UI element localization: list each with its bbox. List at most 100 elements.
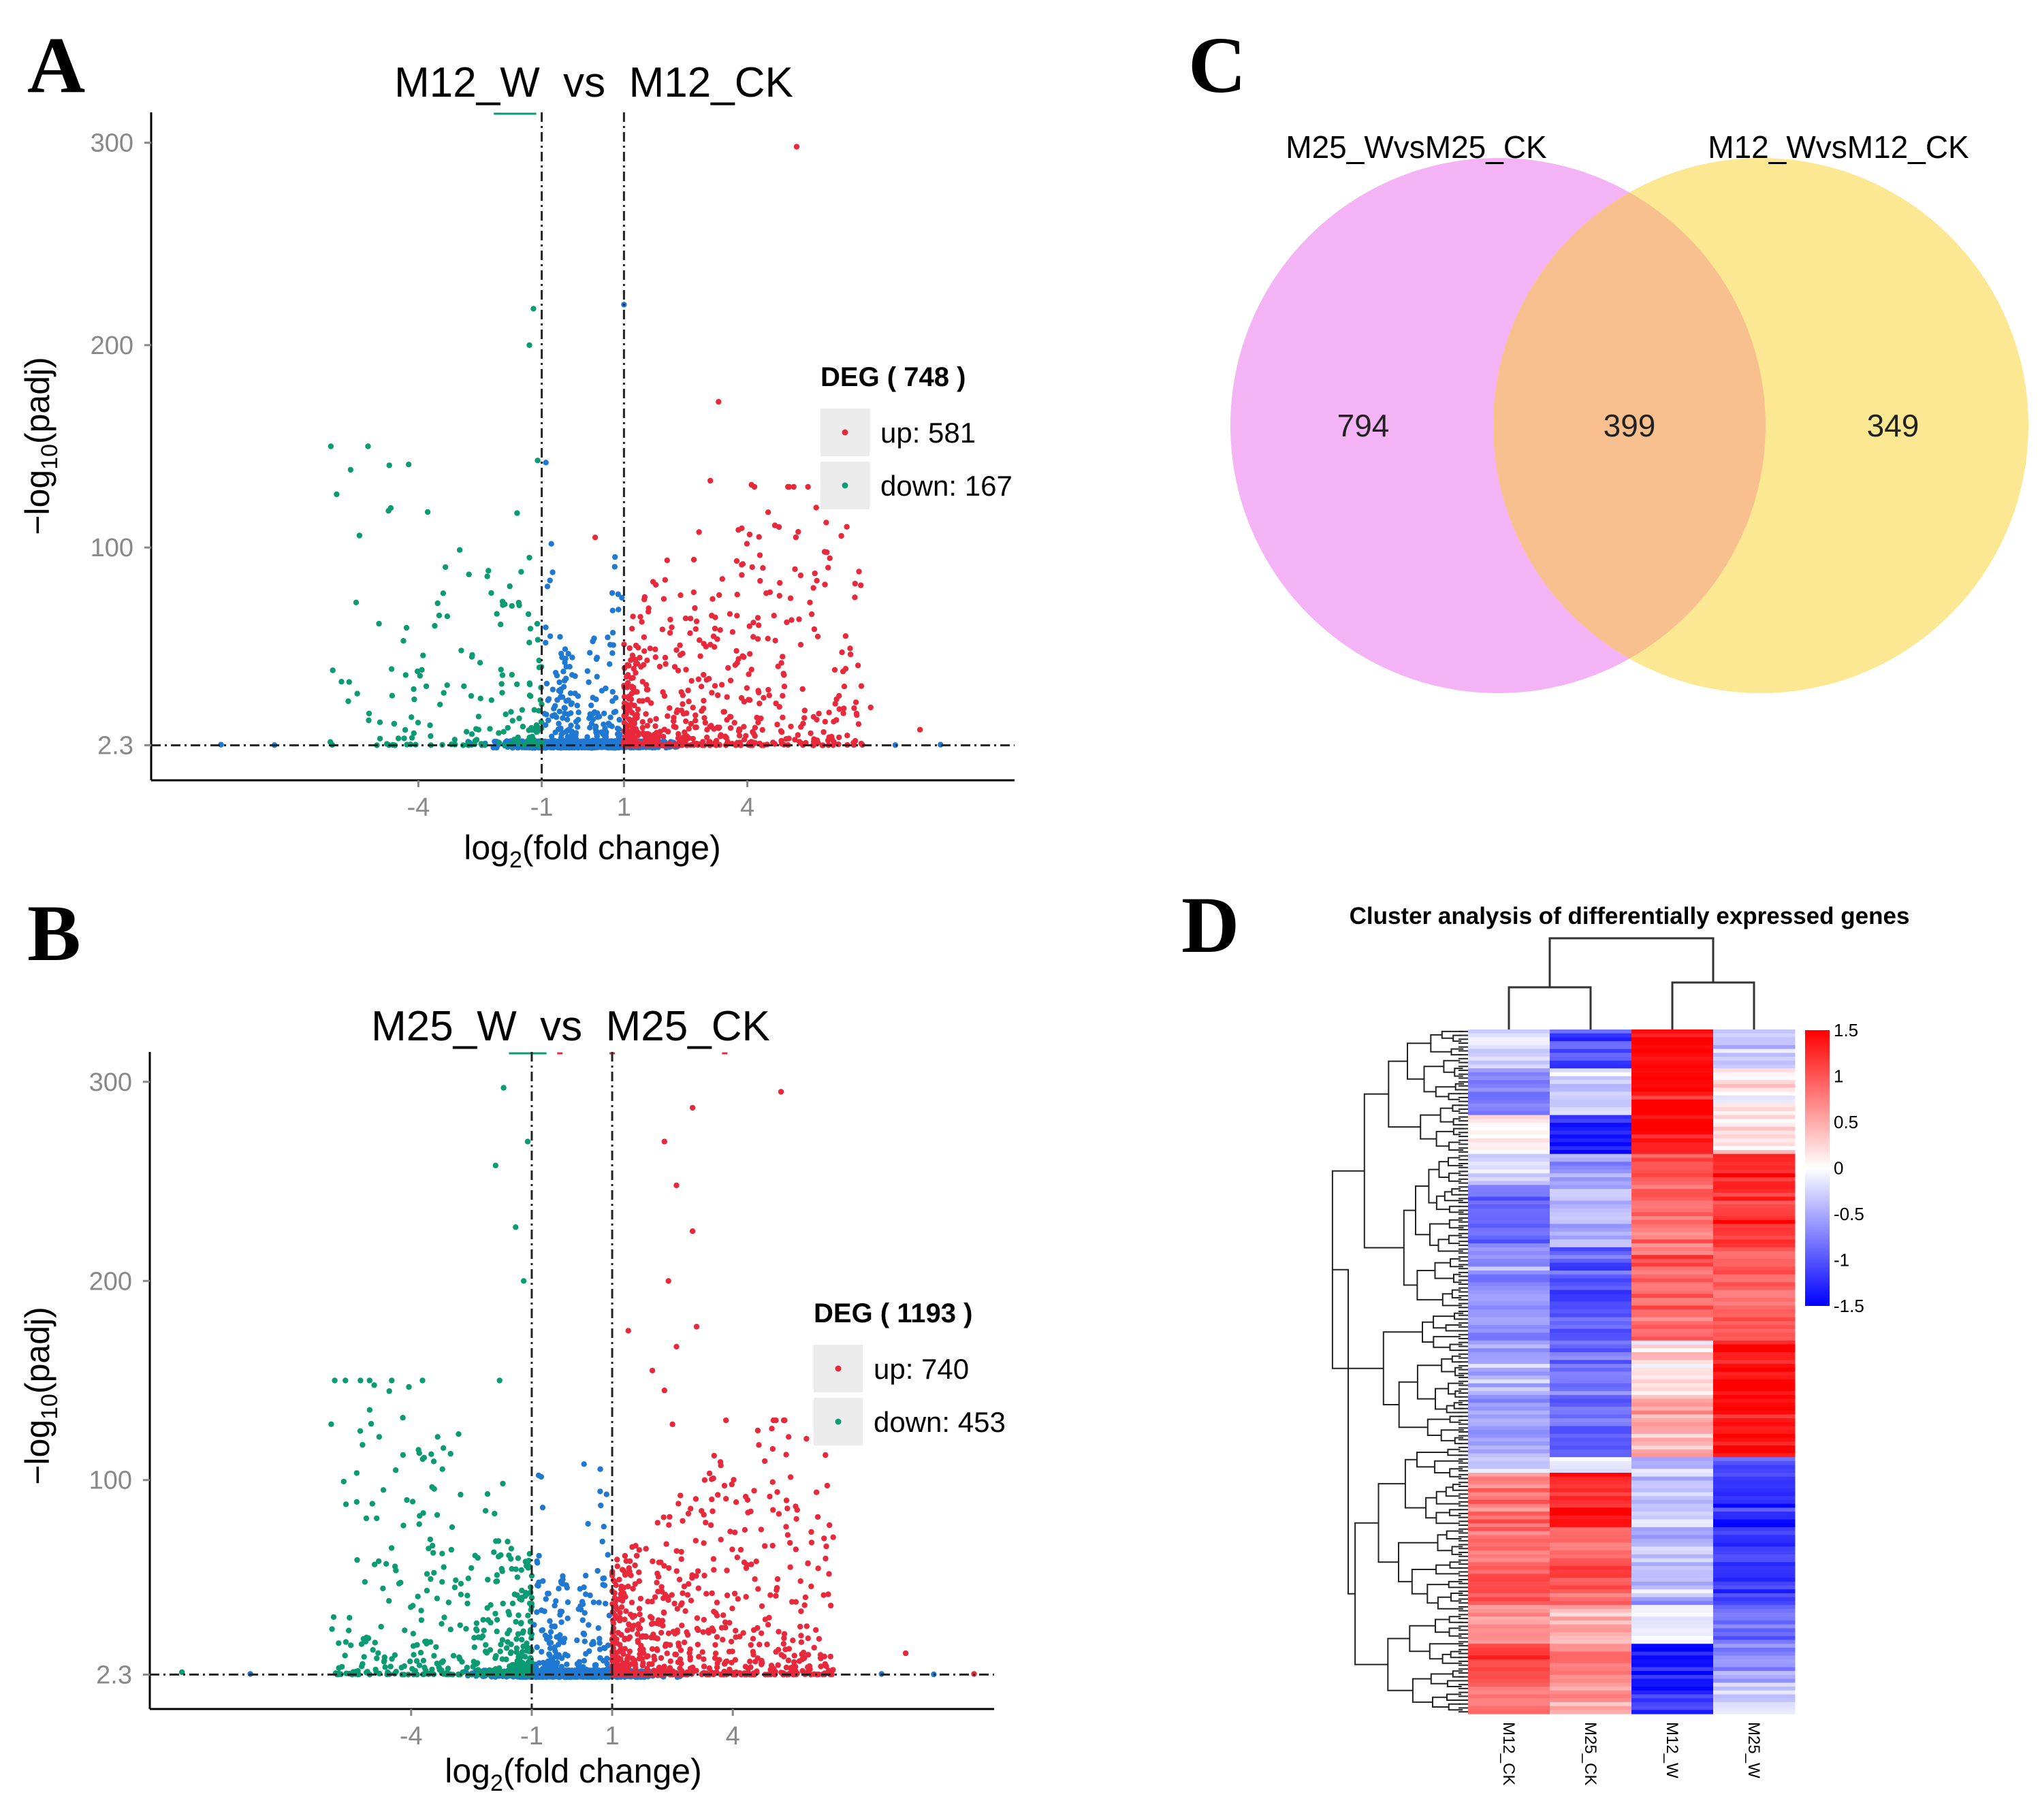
data-point bbox=[814, 717, 819, 722]
data-point bbox=[491, 1550, 496, 1555]
data-point bbox=[788, 617, 794, 622]
data-point bbox=[383, 1561, 389, 1567]
data-point bbox=[372, 1640, 378, 1645]
data-point bbox=[601, 1576, 607, 1581]
data-point bbox=[680, 701, 685, 707]
data-point bbox=[429, 1667, 434, 1672]
data-point bbox=[793, 534, 799, 540]
data-point bbox=[474, 1621, 479, 1626]
data-point bbox=[724, 695, 730, 700]
data-point bbox=[635, 1631, 640, 1637]
data-point bbox=[604, 1492, 609, 1497]
data-point bbox=[594, 655, 600, 660]
data-point bbox=[559, 1655, 564, 1661]
data-point bbox=[719, 682, 724, 688]
data-point bbox=[712, 1642, 718, 1648]
data-point bbox=[524, 1644, 529, 1649]
data-point bbox=[452, 1584, 458, 1590]
data-point bbox=[550, 687, 556, 692]
y-axis-label-main: −log bbox=[18, 470, 57, 535]
data-point bbox=[790, 1638, 795, 1643]
data-point bbox=[799, 1640, 804, 1645]
data-point bbox=[619, 1584, 624, 1589]
data-point bbox=[759, 1527, 764, 1532]
data-point bbox=[520, 724, 526, 729]
data-point bbox=[615, 1563, 620, 1569]
data-point bbox=[586, 1648, 592, 1654]
data-point bbox=[839, 650, 844, 655]
data-point bbox=[334, 492, 339, 497]
data-point bbox=[838, 533, 844, 539]
data-point bbox=[338, 679, 344, 684]
data-point bbox=[859, 683, 864, 688]
data-point bbox=[814, 1490, 819, 1495]
data-point bbox=[401, 735, 407, 741]
data-point bbox=[406, 462, 411, 467]
data-point bbox=[666, 1631, 671, 1636]
data-point bbox=[628, 657, 633, 662]
data-point bbox=[353, 600, 359, 605]
data-point bbox=[446, 1599, 451, 1605]
data-point bbox=[547, 577, 553, 583]
data-point bbox=[445, 682, 450, 688]
data-point bbox=[669, 624, 674, 630]
data-point bbox=[452, 737, 458, 742]
x-tick-label: -1 bbox=[530, 793, 554, 822]
data-point bbox=[629, 691, 635, 697]
data-point bbox=[448, 1451, 453, 1456]
data-point bbox=[660, 626, 665, 632]
data-point bbox=[646, 605, 651, 611]
data-point bbox=[755, 720, 761, 725]
data-point bbox=[429, 1484, 434, 1490]
data-point bbox=[616, 717, 622, 722]
data-point bbox=[855, 662, 861, 668]
data-point bbox=[694, 618, 699, 624]
y-tick-label: 300 bbox=[89, 1068, 132, 1097]
data-point bbox=[836, 735, 842, 740]
data-point bbox=[805, 1561, 810, 1566]
data-point bbox=[519, 1567, 524, 1573]
y-tick-label: 200 bbox=[91, 332, 133, 360]
data-point bbox=[640, 725, 646, 731]
data-point bbox=[374, 1516, 379, 1521]
data-point bbox=[597, 1488, 603, 1494]
data-point bbox=[695, 1642, 701, 1647]
data-point bbox=[632, 1563, 637, 1568]
data-point bbox=[743, 733, 748, 739]
data-point bbox=[856, 569, 861, 574]
data-point bbox=[471, 1659, 477, 1664]
data-point bbox=[464, 1665, 470, 1670]
data-point bbox=[357, 532, 362, 538]
data-point bbox=[494, 1572, 500, 1578]
data-point bbox=[601, 1524, 607, 1529]
data-point bbox=[586, 1622, 591, 1627]
data-point bbox=[449, 1524, 455, 1530]
data-point bbox=[814, 505, 819, 510]
data-point bbox=[757, 578, 763, 584]
data-point bbox=[683, 667, 688, 672]
data-point bbox=[536, 1473, 541, 1478]
data-point bbox=[445, 1665, 451, 1671]
data-point bbox=[433, 1644, 439, 1650]
data-point bbox=[505, 1539, 510, 1544]
data-point bbox=[403, 672, 409, 677]
data-point bbox=[511, 1662, 517, 1667]
data-point bbox=[637, 698, 642, 703]
data-point bbox=[415, 720, 421, 725]
data-point bbox=[494, 1629, 500, 1634]
data-point bbox=[434, 1595, 440, 1601]
data-point bbox=[414, 1658, 419, 1663]
data-point bbox=[526, 342, 532, 348]
data-point bbox=[515, 1555, 521, 1561]
data-point bbox=[658, 1584, 664, 1589]
data-point bbox=[856, 721, 861, 727]
x-tick-label: -4 bbox=[400, 1722, 423, 1751]
data-point bbox=[801, 715, 807, 720]
data-point bbox=[510, 1601, 515, 1606]
data-point bbox=[643, 1546, 649, 1551]
data-point bbox=[388, 1663, 394, 1669]
data-point bbox=[755, 1586, 761, 1592]
data-point bbox=[667, 630, 673, 635]
data-point bbox=[557, 709, 562, 714]
